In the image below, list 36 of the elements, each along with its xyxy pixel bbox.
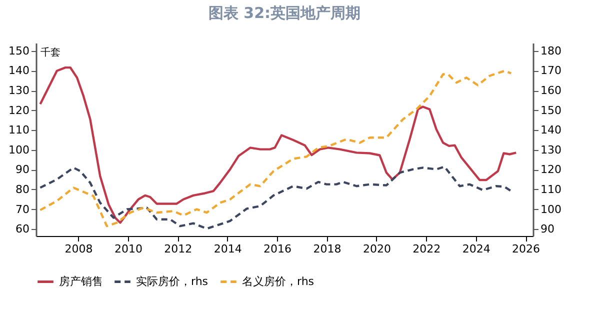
x-tick-label: 2026 [512,242,540,256]
y2-tick-label: 180 [540,44,562,58]
y-tick-label: 150 [8,44,30,58]
line-series [39,166,512,230]
y2-tick-label: 120 [540,163,562,176]
y2-tick-label: 100 [540,202,562,216]
y-tick-label: 80 [16,182,30,196]
y-tick-label: 120 [8,104,30,117]
y-tick-label: 70 [16,202,30,216]
x-tick-label: 2010 [114,242,142,256]
y-tick-label: 130 [8,84,30,98]
x-tick-label: 2018 [313,242,342,256]
x-tick-label: 2022 [412,242,441,256]
y-tick-label: 60 [16,222,30,236]
y-tick-label: 110 [8,124,30,137]
y2-tick-label: 90 [540,222,554,236]
x-tick-label: 2016 [264,242,292,256]
y-tick-label: 100 [8,143,30,156]
legend-label: 实际房价，rhs [136,274,208,288]
x-tick-label: 2008 [64,242,93,256]
y2-tick-label: 130 [540,143,562,156]
y-tick-label: 140 [8,64,30,78]
legend-label: 房产销售 [59,274,103,288]
y-tick-label: 90 [16,163,30,176]
legend-label: 名义房价，rhs [242,274,314,288]
y2-tick-label: 150 [540,104,562,117]
y2-tick-label: 140 [540,124,562,137]
x-tick-label: 2012 [164,242,192,256]
y-axis-title: 千套 [40,46,60,58]
chart-title: 图表 32:英国地产周期 [208,4,361,22]
x-tick-label: 2020 [362,242,391,256]
y2-tick-label: 110 [540,182,562,196]
x-tick-label: 2024 [462,242,490,256]
y2-tick-label: 170 [540,64,562,78]
x-tick-label: 2014 [214,242,242,256]
y2-tick-label: 160 [540,84,562,98]
